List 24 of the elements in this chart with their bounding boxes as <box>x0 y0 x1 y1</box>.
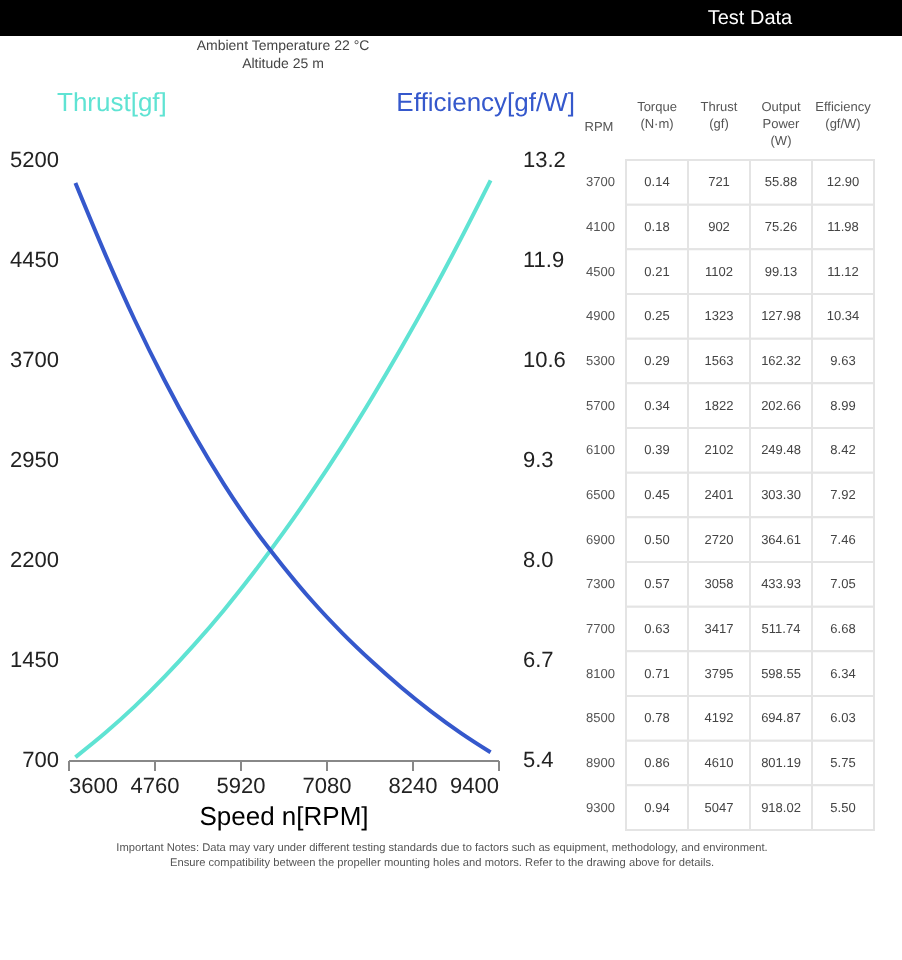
x-axis-title: Speed n[RPM] <box>199 801 369 831</box>
y-axis-title: Thrust[gf] <box>57 87 167 117</box>
y2-tick-label: 5.4 <box>523 749 554 773</box>
y2-tick-label: 9.3 <box>523 449 554 473</box>
x-tick-label: 8240 <box>388 775 438 799</box>
y2-tick-label: 11.9 <box>523 249 565 273</box>
y2-tick-label: 6.7 <box>523 649 554 673</box>
x-tick-label: 5920 <box>216 775 266 799</box>
y-tick-label: 700 <box>22 749 59 773</box>
y-tick-label: 1450 <box>10 649 59 673</box>
y-tick-label: 5200 <box>10 149 59 173</box>
x-tick-label: 3600 <box>69 775 118 799</box>
y2-tick-label: 8.0 <box>523 549 554 573</box>
y-tick-label: 2200 <box>10 549 59 573</box>
x-tick-label: 9400 <box>450 775 499 799</box>
x-tick-label: 7080 <box>302 775 352 799</box>
y2-tick-label: 13.2 <box>523 149 566 173</box>
y-tick-label: 2950 <box>10 449 59 473</box>
y-tick-label: 4450 <box>10 249 59 273</box>
y-tick-label: 3700 <box>10 349 59 373</box>
y2-tick-label: 10.6 <box>523 349 566 373</box>
chart-title: Test Data <box>707 8 794 30</box>
x-tick-label: 4760 <box>130 775 180 799</box>
y2-axis-title: Efficiency[gf/W] <box>396 87 575 117</box>
